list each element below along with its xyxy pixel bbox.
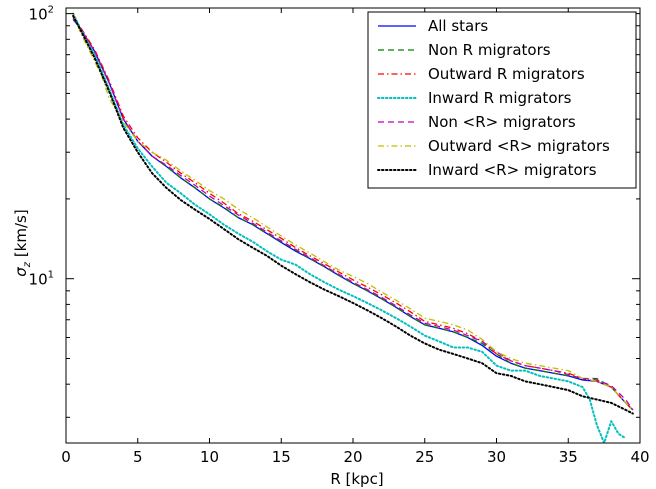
y-axis-label-unit: [km/s]: [12, 209, 30, 262]
x-axis: 0 5 10 15 20 25 30 35 40: [61, 8, 650, 466]
series-line-6: [72, 13, 634, 411]
y-axis-label-subscript: z: [22, 261, 33, 268]
y-axis-label: σz [km/s]: [12, 209, 33, 276]
x-tick-label: 20: [343, 448, 362, 466]
legend-entry-label: All stars: [428, 17, 488, 35]
x-axis-label: R [kpc]: [330, 470, 383, 488]
y-tick-label: 102: [29, 5, 54, 24]
x-tick-label: 10: [200, 448, 219, 466]
x-tick-label: 25: [415, 448, 434, 466]
x-tick-label: 35: [559, 448, 578, 466]
series-line-7: [72, 14, 634, 415]
series-line-5: [72, 17, 634, 411]
legend-entry-label: Non <R> migrators: [428, 113, 576, 131]
series-line-2: [72, 17, 634, 411]
x-tick-label: 30: [487, 448, 506, 466]
legend-entry-label: Non R migrators: [428, 41, 551, 59]
y-tick-label: 101: [29, 270, 54, 289]
y-axis: 101 102: [29, 5, 640, 418]
x-tick-label: 40: [630, 448, 649, 466]
legend: All stars Non R migrators Outward R migrat…: [367, 11, 637, 189]
legend-entry-label: Outward R migrators: [428, 65, 585, 83]
y-axis-label-symbol: σ: [12, 267, 30, 277]
legend-entry-label: Outward <R> migrators: [428, 137, 610, 155]
series-line-3: [72, 16, 634, 411]
legend-entry-label: Inward <R> migrators: [428, 161, 597, 179]
legend-box: [367, 11, 637, 189]
series-lines: [72, 12, 634, 443]
x-tick-label: 0: [61, 448, 71, 466]
legend-entry-label: Inward R migrators: [428, 89, 572, 107]
series-line-4: [72, 12, 627, 443]
x-tick-label: 5: [133, 448, 143, 466]
x-tick-label: 15: [272, 448, 291, 466]
